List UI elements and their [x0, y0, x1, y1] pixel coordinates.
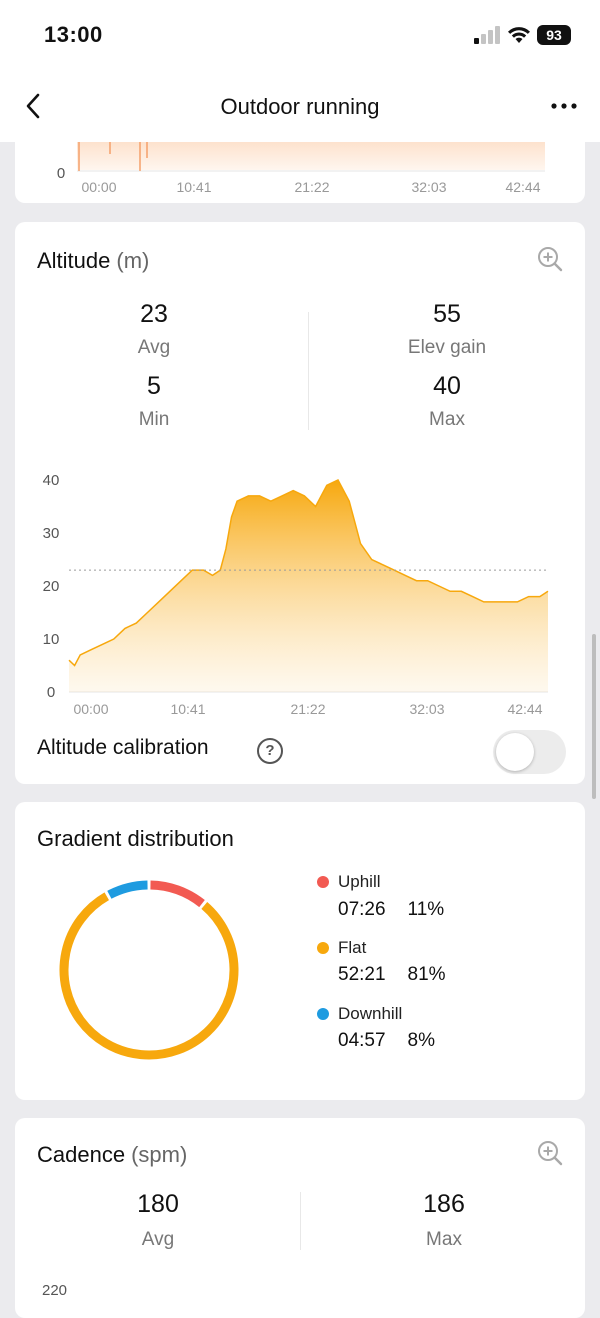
previous-chart: 0 00:00 10:41 21:22 32:03 42:44 — [57, 142, 545, 195]
toggle-knob — [496, 733, 534, 771]
cadence-avg-value: 180 — [137, 1190, 179, 1218]
cadence-unit: (spm) — [131, 1142, 188, 1167]
x-tick-label: 42:44 — [507, 701, 542, 717]
altitude-elev-gain-value: 55 — [433, 300, 461, 328]
flat-values: 52:21 81% — [338, 964, 446, 986]
x-tick-label: 32:03 — [409, 701, 444, 717]
altitude-min-value: 5 — [147, 372, 161, 400]
y-tick-label: 10 — [43, 631, 60, 648]
altitude-title-text: Altitude — [37, 248, 111, 273]
flat-percent: 81% — [407, 964, 446, 985]
stats-divider — [308, 312, 309, 430]
gradient-card: Gradient distribution Uphill 07:26 11% Fl… — [15, 802, 585, 1100]
downhill-segment — [107, 880, 148, 899]
uphill-label: Uphill — [338, 872, 381, 891]
gradient-donut-chart — [59, 880, 239, 1060]
y-tick-label: 40 — [43, 472, 60, 489]
prev-x-tick: 42:44 — [505, 179, 540, 195]
cadence-title-text: Cadence — [37, 1142, 126, 1167]
downhill-time: 04:57 — [338, 1030, 386, 1051]
help-icon[interactable]: ? — [257, 738, 283, 764]
flat-dot — [317, 942, 329, 954]
altitude-title: Altitude (m) — [37, 248, 149, 274]
downhill-percent: 8% — [407, 1030, 436, 1051]
altitude-min-label: Min — [138, 409, 170, 430]
scrollbar[interactable] — [592, 634, 596, 799]
x-tick-label: 21:22 — [290, 701, 325, 717]
uphill-percent: 11% — [407, 899, 445, 920]
prev-x-tick: 10:41 — [176, 179, 211, 195]
cadence-max-value: 186 — [423, 1190, 465, 1218]
uphill-time: 07:26 — [338, 899, 386, 920]
stats-divider — [300, 1192, 301, 1250]
uphill-segment — [150, 880, 205, 908]
altitude-line — [68, 479, 549, 667]
altitude-calibration-label: Altitude calibration — [37, 736, 209, 759]
flat-label: Flat — [338, 938, 367, 957]
y-tick-label: 30 — [43, 525, 60, 542]
altitude-unit: (m) — [116, 248, 150, 273]
prev-x-tick: 21:22 — [294, 179, 329, 195]
previous-chart-card: 0 00:00 10:41 21:22 32:03 42:44 — [15, 142, 585, 203]
cadence-card: Cadence (spm) 180 Avg 186 Max 220 — [15, 1118, 585, 1318]
prev-y-tick: 0 — [57, 165, 65, 182]
wifi-icon — [508, 27, 530, 43]
cadence-max-label: Max — [426, 1229, 462, 1250]
x-tick-label: 10:41 — [170, 701, 205, 717]
flat-time: 52:21 — [338, 964, 386, 985]
y-tick-label: 20 — [43, 578, 60, 595]
gradient-title: Gradient distribution — [37, 826, 234, 851]
cadence-title: Cadence (spm) — [37, 1142, 187, 1168]
status-bar: 13:00 93 — [0, 0, 600, 70]
zoom-in-icon[interactable] — [537, 246, 563, 272]
prev-x-tick: 32:03 — [411, 179, 446, 195]
y-tick-label: 0 — [47, 684, 55, 701]
cadence-y-tick: 220 — [42, 1282, 68, 1299]
prev-x-tick: 00:00 — [81, 179, 116, 195]
page-title: Outdoor running — [220, 94, 380, 119]
altitude-card: Altitude (m) 23 Avg 55 Elev gain 5 Min 40… — [15, 222, 585, 784]
altitude-avg-value: 23 — [140, 300, 168, 328]
cadence-avg-label: Avg — [141, 1229, 175, 1250]
uphill-values: 07:26 11% — [338, 899, 444, 921]
altitude-elev-gain-label: Elev gain — [407, 337, 487, 358]
altitude-calibration-toggle[interactable] — [493, 730, 566, 774]
altitude-avg-label: Avg — [137, 337, 171, 358]
downhill-label: Downhill — [338, 1004, 403, 1023]
more-options-icon[interactable] — [548, 96, 580, 116]
nav-bar: Outdoor running — [0, 70, 600, 142]
zoom-in-icon[interactable] — [537, 1140, 563, 1166]
back-arrow-icon[interactable] — [22, 92, 44, 120]
altitude-max-value: 40 — [433, 372, 461, 400]
altitude-area — [69, 480, 548, 692]
altitude-max-label: Max — [429, 409, 465, 430]
downhill-dot — [317, 1008, 329, 1020]
downhill-values: 04:57 8% — [338, 1030, 435, 1052]
cellular-signal-icon — [474, 26, 500, 44]
battery-indicator: 93 — [537, 25, 571, 45]
flat-segment — [59, 892, 239, 1060]
uphill-dot — [317, 876, 329, 888]
altitude-chart: 0 10 20 30 40 00:00 10:41 21:22 32:03 42:44 — [43, 472, 549, 717]
x-tick-label: 00:00 — [73, 701, 108, 717]
status-time: 13:00 — [44, 22, 103, 47]
